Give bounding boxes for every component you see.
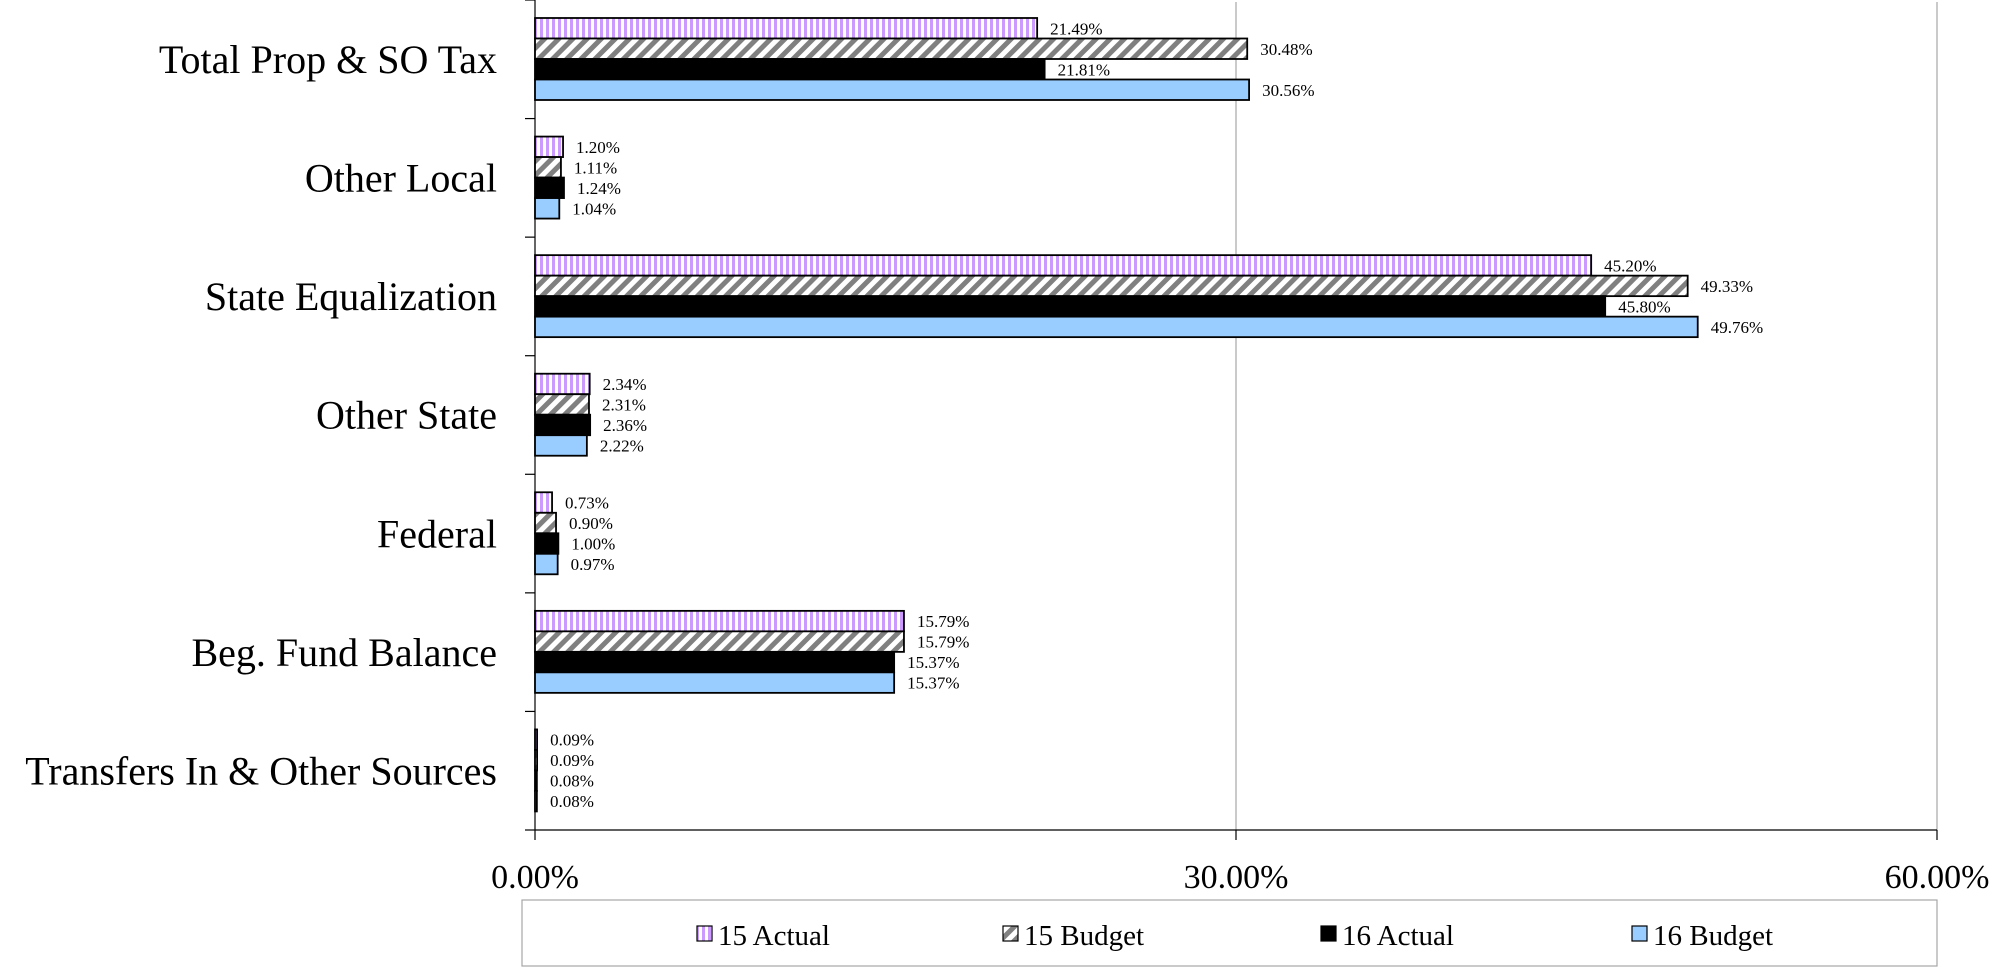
bar — [534, 58, 1046, 81]
legend-swatch — [1002, 925, 1019, 942]
bar — [534, 176, 565, 199]
category-label: Beg. Fund Balance — [192, 630, 498, 675]
legend: 15 Actual 15 Budget 16 Actual 16 Budget — [521, 899, 1938, 967]
bar — [534, 393, 590, 416]
category-label: State Equalization — [205, 274, 497, 319]
data-label: 45.20% — [1604, 256, 1656, 275]
bar — [534, 254, 1593, 277]
data-label: 15.37% — [907, 674, 959, 693]
data-label: 2.22% — [600, 436, 644, 455]
data-label: 0.73% — [565, 494, 609, 513]
legend-label: 16 Budget — [1653, 920, 1773, 952]
data-label: 0.08% — [550, 772, 594, 791]
data-label: 49.76% — [1711, 318, 1763, 337]
bar — [534, 630, 905, 653]
data-label: 30.48% — [1260, 40, 1312, 59]
legend-swatch — [696, 925, 713, 942]
data-label: 1.00% — [571, 535, 615, 554]
legend-label: 15 Budget — [1024, 920, 1144, 952]
data-label: 1.24% — [577, 179, 621, 198]
bar — [534, 37, 1249, 60]
bar — [534, 609, 905, 633]
data-label: 0.08% — [550, 792, 594, 811]
data-label: 0.09% — [550, 731, 594, 750]
bar — [534, 135, 564, 158]
bar — [534, 315, 1699, 339]
data-label: 15.37% — [907, 653, 959, 672]
bar — [534, 197, 561, 220]
data-label: 0.90% — [569, 514, 613, 533]
data-labels: 21.49% 1.20% 45.20% 2.34% 0.73% 15.79% 0.09% 30… — [550, 19, 1763, 811]
bar — [534, 671, 896, 694]
data-label: 21.49% — [1050, 19, 1102, 38]
bar — [534, 552, 559, 576]
axes: 0.00% 30.00% 60.00% Total Prop & SO Tax Othe… — [25, 0, 1989, 896]
category-label: Federal — [377, 511, 497, 556]
x-tick-label: 0.00% — [491, 859, 579, 896]
grid-lines — [1235, 2, 1938, 830]
legend-swatch — [1320, 925, 1337, 942]
bar — [534, 372, 591, 396]
bar — [534, 17, 1039, 40]
x-tick-label: 60.00% — [1885, 859, 1990, 896]
bar — [534, 413, 592, 437]
bars — [534, 17, 1699, 813]
bar — [534, 274, 1689, 298]
bar — [534, 728, 539, 751]
bar — [534, 749, 539, 772]
category-label: Other Local — [305, 156, 497, 201]
legend-swatch — [1631, 925, 1648, 942]
bar — [534, 790, 538, 813]
data-label: 0.09% — [550, 751, 594, 770]
data-label: 2.31% — [602, 395, 646, 414]
data-label: 2.34% — [603, 375, 647, 394]
bar — [534, 769, 538, 792]
bar — [534, 650, 896, 674]
legend-box — [521, 899, 1938, 967]
data-label: 1.04% — [572, 199, 616, 218]
bar — [534, 491, 553, 514]
legend-label: 15 Actual — [718, 920, 830, 952]
category-label: Transfers In & Other Sources — [25, 748, 497, 793]
data-label: 49.33% — [1701, 277, 1753, 296]
category-label: Other State — [316, 393, 497, 438]
bar — [534, 295, 1607, 318]
legend-label: 16 Actual — [1342, 920, 1454, 952]
category-label: Total Prop & SO Tax — [159, 37, 497, 82]
data-label: 21.81% — [1058, 60, 1110, 79]
bar — [534, 511, 557, 535]
bar — [534, 156, 562, 179]
data-label: 45.80% — [1618, 297, 1670, 316]
data-label: 15.79% — [917, 612, 969, 631]
bar — [534, 434, 588, 457]
data-label: 2.36% — [603, 416, 647, 435]
data-label: 0.97% — [571, 555, 615, 574]
data-label: 1.11% — [574, 158, 617, 177]
bar — [534, 532, 560, 555]
bar — [534, 78, 1250, 101]
x-tick-label: 30.00% — [1184, 859, 1289, 896]
data-label: 1.20% — [576, 138, 620, 157]
data-label: 15.79% — [917, 633, 969, 652]
data-label: 30.56% — [1262, 81, 1314, 100]
